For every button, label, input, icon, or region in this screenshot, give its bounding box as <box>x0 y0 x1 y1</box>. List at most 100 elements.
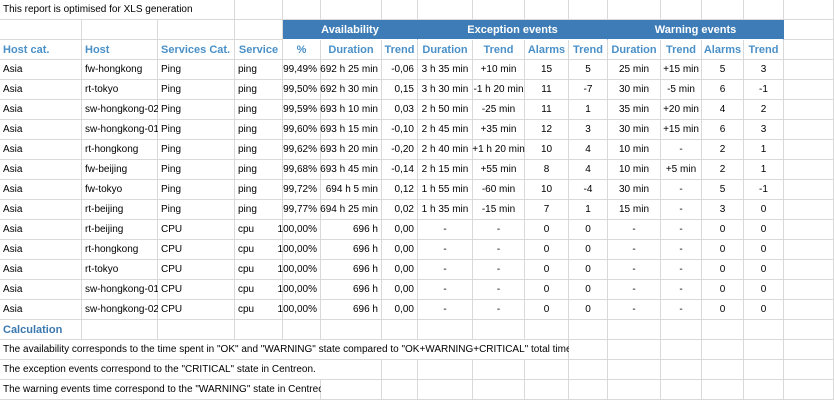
data-cell: -1 h 20 min <box>473 80 525 100</box>
empty-cell <box>382 320 418 340</box>
data-cell: sw-hongkong-02 <box>82 300 159 320</box>
empty-cell <box>158 320 235 340</box>
data-cell: - <box>473 300 525 320</box>
data-cell: 0,00 <box>382 260 418 280</box>
data-cell: 696 h <box>321 280 382 300</box>
column-header: Duration <box>608 40 661 60</box>
empty-cell <box>744 340 784 360</box>
empty-cell <box>784 360 834 380</box>
column-header: Trend <box>473 40 525 60</box>
data-cell: 0 <box>569 260 608 280</box>
data-cell: 0 <box>702 220 744 240</box>
data-cell: Ping <box>158 60 235 80</box>
data-cell: 5 <box>702 60 744 80</box>
data-cell: Asia <box>0 100 82 120</box>
data-cell: - <box>473 240 525 260</box>
data-cell: Asia <box>0 280 82 300</box>
empty-cell <box>569 0 608 20</box>
data-cell: Asia <box>0 140 82 160</box>
empty-cell <box>702 380 744 400</box>
data-cell: fw-beijing <box>82 160 158 180</box>
data-cell: cpu <box>235 280 283 300</box>
column-header: Trend <box>382 40 418 60</box>
data-cell: Ping <box>158 120 235 140</box>
data-cell: 0 <box>569 280 608 300</box>
empty-cell <box>784 320 834 340</box>
column-header: Host cat. <box>0 40 82 60</box>
empty-cell <box>82 20 158 40</box>
empty-cell <box>661 380 702 400</box>
empty-cell <box>608 0 661 20</box>
data-cell: cpu <box>235 240 283 260</box>
data-cell: 0 <box>525 300 569 320</box>
data-cell: rt-hongkong <box>82 240 158 260</box>
data-cell: 5 <box>569 60 608 80</box>
data-cell: +15 min <box>661 60 702 80</box>
empty-cell <box>473 0 525 20</box>
data-cell: -15 min <box>473 200 525 220</box>
data-cell: - <box>661 180 702 200</box>
data-cell: -25 min <box>473 100 525 120</box>
data-cell: 2 <box>702 160 744 180</box>
data-cell: - <box>661 280 702 300</box>
data-cell: Asia <box>0 260 82 280</box>
data-cell: fw-tokyo <box>82 180 158 200</box>
empty-cell <box>744 380 784 400</box>
data-cell: 694 h 5 min <box>321 180 382 200</box>
empty-cell <box>784 260 834 280</box>
column-header: Service <box>235 40 283 60</box>
data-cell: +1 h 20 min <box>472 140 525 160</box>
data-cell: 1 <box>744 160 784 180</box>
data-cell: 3 <box>569 120 608 140</box>
empty-cell <box>784 300 834 320</box>
empty-cell <box>569 360 608 380</box>
data-cell: +10 min <box>473 60 525 80</box>
empty-cell <box>784 60 834 80</box>
data-cell: +55 min <box>473 160 525 180</box>
data-cell: 0,00 <box>382 220 418 240</box>
data-cell: 99,62% <box>283 140 321 160</box>
empty-cell <box>0 20 82 40</box>
data-cell: CPU <box>158 220 235 240</box>
data-cell: 2 h 40 min <box>418 140 473 160</box>
empty-cell <box>744 360 784 380</box>
data-cell: 30 min <box>608 80 661 100</box>
data-cell: 100,00% <box>278 260 321 280</box>
data-cell: 0,02 <box>382 200 418 220</box>
data-cell: -5 min <box>661 80 702 100</box>
data-cell: Asia <box>0 240 82 260</box>
data-cell: +35 min <box>473 120 525 140</box>
data-cell: sw-hongkong-01 <box>82 280 159 300</box>
empty-cell <box>283 0 321 20</box>
empty-cell <box>702 360 744 380</box>
data-cell: 1 h 55 min <box>418 180 473 200</box>
data-cell: 2 <box>744 100 784 120</box>
data-cell: -0,10 <box>382 120 418 140</box>
empty-cell <box>784 120 834 140</box>
data-cell: 696 h <box>321 300 382 320</box>
data-cell: 0 <box>569 240 608 260</box>
data-cell: 10 min <box>608 140 661 160</box>
data-cell: rt-beijing <box>82 220 158 240</box>
data-cell: ping <box>235 120 283 140</box>
data-cell: - <box>418 220 473 240</box>
empty-cell <box>235 20 283 40</box>
empty-cell <box>525 360 569 380</box>
data-cell: +5 min <box>661 160 702 180</box>
data-cell: 99,59% <box>283 100 321 120</box>
data-cell: 693 h 10 min <box>320 100 382 120</box>
data-cell: Asia <box>0 220 82 240</box>
data-cell: - <box>661 140 702 160</box>
data-cell: rt-tokyo <box>82 80 158 100</box>
data-cell: 4 <box>569 140 608 160</box>
data-cell: 10 min <box>608 160 661 180</box>
data-cell: 692 h 30 min <box>320 80 382 100</box>
data-cell: 15 <box>525 60 569 80</box>
data-cell: cpu <box>235 260 283 280</box>
empty-cell <box>784 40 834 60</box>
data-cell: sw-hongkong-02 <box>82 100 159 120</box>
empty-cell <box>418 360 473 380</box>
calculation-text: The availability corresponds to the time… <box>0 340 574 360</box>
data-cell: 0 <box>744 280 784 300</box>
